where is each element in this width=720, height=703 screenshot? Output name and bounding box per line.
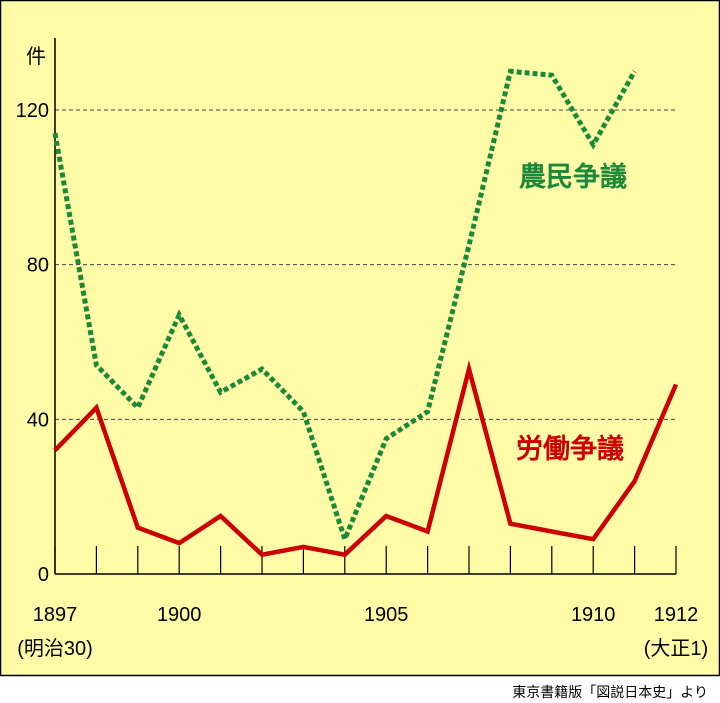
x-tick-sublabel: (明治30) xyxy=(17,637,93,660)
x-tick-label: 1900 xyxy=(157,604,202,626)
chart-background xyxy=(0,0,720,677)
y-tick-label: 120 xyxy=(16,100,49,122)
series-line-1 xyxy=(52,68,637,547)
series-label-1: 農民争議 xyxy=(519,162,627,193)
y-tick-label: 40 xyxy=(27,409,49,431)
axes: 0 40 80 120 1897 (明治30) 1900 1905 1910 1912 (大正1) xyxy=(16,38,708,660)
series-label-2: 労働争議 xyxy=(516,434,624,465)
y-tick-label: 80 xyxy=(27,255,49,277)
grid-lines xyxy=(55,109,676,420)
x-tick-label: 1905 xyxy=(364,604,409,626)
y-tick-label: 0 xyxy=(38,564,49,586)
source-credit: 東京書籍版「図説日本史」より xyxy=(512,684,708,701)
y-axis-unit-label: 件 xyxy=(26,45,46,68)
x-tick-label: 1897 xyxy=(33,604,78,626)
series-line-2 xyxy=(53,360,679,558)
series-lines xyxy=(52,68,679,558)
x-tick-sublabel: (大正1) xyxy=(644,637,708,660)
x-tick-label: 1912 xyxy=(654,604,699,626)
x-tick-label: 1910 xyxy=(571,604,616,626)
